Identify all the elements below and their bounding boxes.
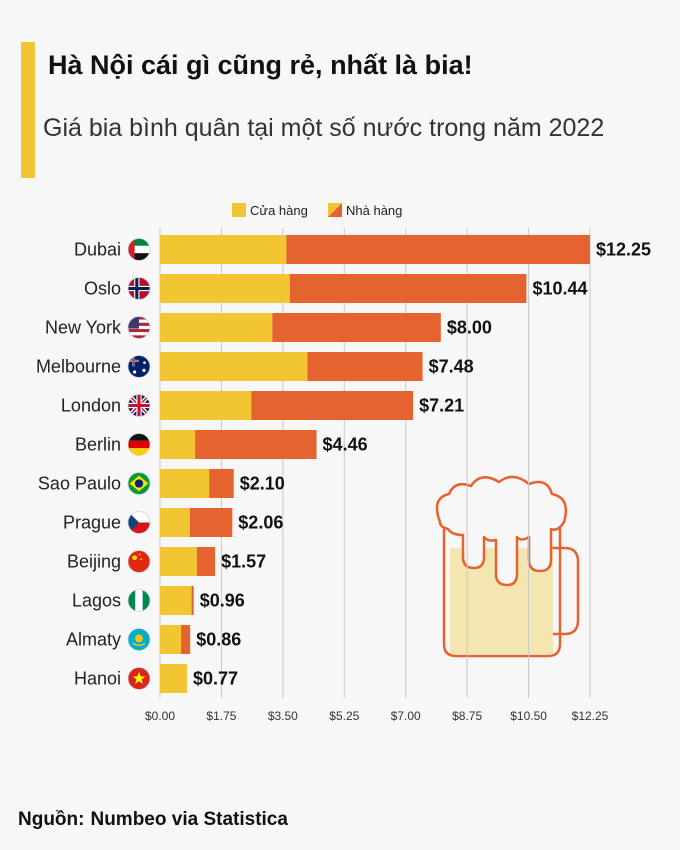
value-label: $7.48 bbox=[429, 357, 474, 377]
bar-store bbox=[160, 664, 188, 693]
value-label: $4.46 bbox=[323, 435, 368, 455]
x-tick-label: $10.50 bbox=[510, 709, 547, 723]
bar-restaurant bbox=[181, 625, 191, 654]
city-label: Hanoi bbox=[74, 669, 121, 689]
source-text: Numbeo via Statistica bbox=[90, 809, 288, 830]
source-prefix: Nguồn: bbox=[18, 809, 85, 830]
city-label: Almaty bbox=[66, 630, 121, 650]
bar-restaurant bbox=[272, 313, 441, 342]
flag-vietnam-icon bbox=[127, 667, 151, 690]
city-label: Prague bbox=[63, 513, 121, 533]
city-label: Sao Paulo bbox=[38, 474, 121, 494]
city-label: New York bbox=[45, 318, 122, 338]
value-label: $0.96 bbox=[200, 591, 245, 611]
flag-china-icon bbox=[127, 550, 151, 573]
bar-store bbox=[160, 586, 192, 615]
bar-restaurant bbox=[195, 430, 317, 459]
x-tick-label: $5.25 bbox=[329, 709, 359, 723]
legend-swatch-store bbox=[232, 203, 246, 217]
mug-handle bbox=[551, 546, 580, 636]
flag-germany-icon bbox=[127, 433, 151, 456]
beer-mug-icon bbox=[435, 475, 580, 658]
city-label: Dubai bbox=[74, 240, 121, 260]
bar-store bbox=[160, 625, 182, 654]
city-label: Berlin bbox=[75, 435, 121, 455]
x-tick-label: $1.75 bbox=[206, 709, 236, 723]
value-label: $1.57 bbox=[221, 552, 266, 572]
bar-store bbox=[160, 274, 290, 303]
x-tick-label: $12.25 bbox=[572, 709, 609, 723]
legend-swatch-restaurant bbox=[328, 203, 342, 217]
value-label: $12.25 bbox=[596, 240, 651, 260]
flag-australia-icon bbox=[127, 355, 151, 378]
flag-usa-icon bbox=[127, 316, 151, 339]
x-tick-label: $7.00 bbox=[391, 709, 421, 723]
bar-store bbox=[160, 391, 252, 420]
accent-bar bbox=[21, 42, 35, 178]
bar-restaurant bbox=[289, 274, 527, 303]
flag-kazakhstan-icon bbox=[127, 628, 151, 651]
bar-restaurant bbox=[189, 508, 233, 537]
bar-restaurant bbox=[251, 391, 414, 420]
flag-norway-icon bbox=[127, 277, 151, 300]
legend-label-restaurant: Nhà hàng bbox=[346, 203, 402, 218]
flag-brazil-icon bbox=[127, 472, 151, 495]
flag-uk-icon bbox=[127, 394, 151, 417]
city-label: London bbox=[61, 396, 121, 416]
page-subtitle: Giá bia bình quân tại một số nước trong … bbox=[43, 114, 605, 142]
value-label: $7.21 bbox=[419, 396, 464, 416]
bar-store bbox=[160, 352, 308, 381]
bar-store bbox=[160, 235, 287, 264]
bar-store bbox=[160, 313, 273, 342]
flag-nigeria-icon bbox=[127, 589, 151, 612]
value-label: $2.06 bbox=[238, 513, 283, 533]
x-tick-label: $0.00 bbox=[145, 709, 175, 723]
city-label: Oslo bbox=[84, 279, 121, 299]
bar-restaurant bbox=[209, 469, 234, 498]
city-label: Beijing bbox=[67, 552, 121, 572]
flag-uae-icon bbox=[127, 238, 151, 261]
bar-restaurant bbox=[286, 235, 590, 264]
value-label: $0.77 bbox=[193, 669, 238, 689]
page-title: Hà Nội cái gì cũng rẻ, nhất là bia! bbox=[48, 50, 473, 80]
source-note: Nguồn: Numbeo via Statistica bbox=[18, 809, 288, 831]
bar-store bbox=[160, 430, 196, 459]
value-label: $0.86 bbox=[196, 630, 241, 650]
flag-czech-icon bbox=[127, 511, 151, 534]
mug-body bbox=[442, 522, 562, 658]
legend-label-store: Cửa hàng bbox=[250, 203, 308, 218]
value-label: $8.00 bbox=[447, 318, 492, 338]
bar-restaurant bbox=[307, 352, 423, 381]
city-label: Melbourne bbox=[36, 357, 121, 377]
bar-restaurant bbox=[196, 547, 216, 576]
value-label: $2.10 bbox=[240, 474, 285, 494]
bar-store bbox=[160, 469, 210, 498]
x-tick-label: $3.50 bbox=[268, 709, 298, 723]
mug-foam bbox=[435, 475, 568, 587]
x-tick-label: $8.75 bbox=[452, 709, 482, 723]
bar-store bbox=[160, 508, 190, 537]
city-label: Lagos bbox=[72, 591, 121, 611]
value-label: $10.44 bbox=[532, 279, 587, 299]
bar-restaurant bbox=[191, 586, 194, 615]
bar-store bbox=[160, 547, 197, 576]
